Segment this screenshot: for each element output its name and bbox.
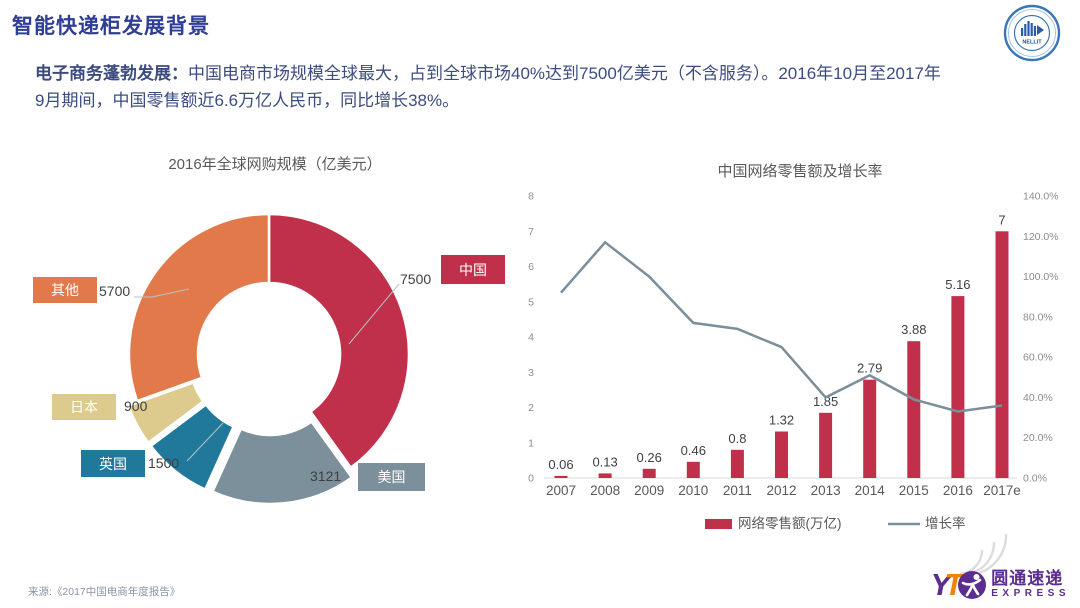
page-title: 智能快递柜发展背景 bbox=[12, 15, 210, 38]
donut-chart-title: 2016年全球网购规模（亿美元） bbox=[168, 156, 382, 173]
svg-text:2017e: 2017e bbox=[983, 483, 1021, 498]
donut-chart bbox=[126, 212, 411, 506]
yto-name-text: 圆通速递 bbox=[991, 568, 1064, 588]
svg-text:2015: 2015 bbox=[899, 483, 929, 498]
svg-text:2.79: 2.79 bbox=[857, 361, 882, 376]
svg-text:2013: 2013 bbox=[811, 483, 841, 498]
svg-text:0.46: 0.46 bbox=[681, 443, 706, 458]
svg-text:6: 6 bbox=[528, 261, 534, 273]
svg-text:8: 8 bbox=[528, 191, 534, 203]
donut-value-usa: 3121 bbox=[310, 468, 342, 484]
svg-text:0.8: 0.8 bbox=[728, 431, 746, 446]
yto-letter-t: T bbox=[944, 567, 964, 602]
svg-text:0.06: 0.06 bbox=[548, 457, 573, 472]
intro-lead: 电子商务蓬勃发展： bbox=[35, 64, 188, 83]
svg-text:120.0%: 120.0% bbox=[1023, 231, 1059, 243]
donut-label-japan: 日本 bbox=[52, 394, 116, 420]
svg-text:40.0%: 40.0% bbox=[1023, 392, 1053, 404]
svg-text:0: 0 bbox=[528, 473, 534, 485]
svg-text:60.0%: 60.0% bbox=[1023, 352, 1053, 364]
svg-text:1: 1 bbox=[528, 437, 534, 449]
donut-value-others: 5700 bbox=[99, 283, 131, 299]
svg-text:5.16: 5.16 bbox=[945, 277, 970, 292]
svg-text:100.0%: 100.0% bbox=[1023, 271, 1059, 283]
svg-text:5: 5 bbox=[528, 296, 534, 308]
svg-text:2007: 2007 bbox=[546, 483, 576, 498]
svg-text:3.88: 3.88 bbox=[901, 322, 926, 337]
donut-value-japan: 900 bbox=[124, 398, 148, 414]
yto-letter-y: Y bbox=[930, 567, 952, 602]
yto-runner-icon bbox=[958, 570, 987, 599]
source-note: 来源:《2017中国电商年度报告》 bbox=[28, 586, 181, 598]
combo-chart: 0123456780.0%20.0%40.0%60.0%80.0%100.0%1… bbox=[528, 191, 1059, 532]
svg-text:网络零售额(万亿): 网络零售额(万亿) bbox=[738, 516, 842, 531]
svg-text:80.0%: 80.0% bbox=[1023, 311, 1053, 323]
svg-text:0.26: 0.26 bbox=[637, 450, 662, 465]
svg-text:140.0%: 140.0% bbox=[1023, 191, 1059, 203]
svg-text:3: 3 bbox=[528, 367, 534, 379]
yto-express-logo: Y T 圆通速递 EXPRESS bbox=[930, 533, 1070, 602]
svg-text:2008: 2008 bbox=[590, 483, 620, 498]
svg-text:0.13: 0.13 bbox=[592, 454, 617, 469]
svg-text:7: 7 bbox=[528, 226, 534, 238]
svg-text:2009: 2009 bbox=[634, 483, 664, 498]
svg-text:2: 2 bbox=[528, 402, 534, 414]
svg-text:2010: 2010 bbox=[678, 483, 708, 498]
donut-label-china: 中国 bbox=[441, 255, 505, 284]
donut-label-others: 其他 bbox=[33, 277, 97, 303]
svg-text:增长率: 增长率 bbox=[925, 515, 966, 531]
intro-text: 电子商务蓬勃发展：中国电商市场规模全球最大，占到全球市场40%达到7500亿美元… bbox=[35, 60, 950, 114]
svg-text:2012: 2012 bbox=[766, 483, 796, 498]
donut-label-usa: 美国 bbox=[358, 463, 425, 491]
svg-text:1.85: 1.85 bbox=[813, 394, 838, 409]
svg-text:2011: 2011 bbox=[723, 483, 752, 498]
svg-text:2014: 2014 bbox=[855, 483, 886, 498]
donut-value-china: 7500 bbox=[400, 271, 432, 287]
donut-value-uk: 1500 bbox=[148, 455, 180, 471]
yto-sub-text: EXPRESS bbox=[991, 588, 1070, 600]
nellit-logo-text: NELLIT bbox=[1022, 40, 1042, 46]
combo-chart-title: 中国网络零售额及增长率 bbox=[717, 163, 883, 180]
yto-swoosh-icon bbox=[959, 533, 1008, 574]
svg-text:20.0%: 20.0% bbox=[1023, 432, 1053, 444]
intro-body: 中国电商市场规模全球最大，占到全球市场40%达到7500亿美元（不含服务）。20… bbox=[35, 64, 941, 111]
svg-text:1.32: 1.32 bbox=[769, 413, 794, 428]
donut-label-uk: 英国 bbox=[81, 450, 145, 477]
svg-text:7: 7 bbox=[998, 212, 1005, 227]
svg-text:2016: 2016 bbox=[943, 483, 973, 498]
nellit-logo-icon: NELLIT bbox=[1003, 4, 1061, 62]
svg-text:0.0%: 0.0% bbox=[1023, 473, 1047, 485]
svg-text:4: 4 bbox=[528, 332, 534, 344]
